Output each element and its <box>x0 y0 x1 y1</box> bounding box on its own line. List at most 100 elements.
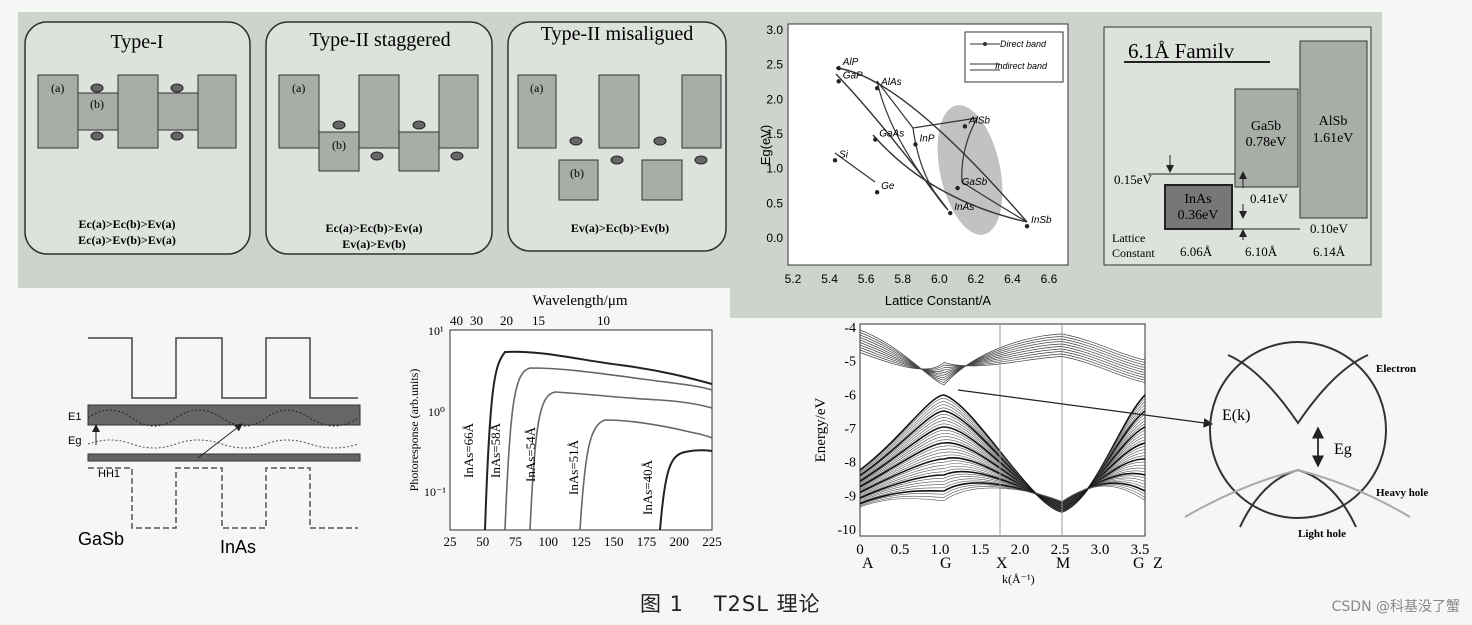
band-ytick: -6 <box>844 388 856 403</box>
type-i-diagram: Type-I (a) (b) Ec(a)>Ec(b)>Ev(a) Ec(a)>E… <box>24 21 251 255</box>
lattice-ytick: 1.0 <box>766 162 783 176</box>
photo-ytick-0: 10⁰ <box>428 405 445 419</box>
sl-hh1: HH1 <box>98 468 120 480</box>
valence-band-line <box>859 417 1146 511</box>
lattice-xtick: 6.0 <box>931 272 948 286</box>
type-ii-staggered-title: Type-II staggered <box>309 29 450 51</box>
material-point <box>955 185 960 191</box>
dispersion-diagram: E(k) Eg Electron Heavy hole Light hole <box>1184 341 1428 540</box>
material-point <box>948 210 953 216</box>
lattice-ytick: 2.5 <box>766 58 783 72</box>
lattice-xtick: 5.8 <box>894 272 911 286</box>
valence-band-line <box>859 404 1146 512</box>
curve-40: InAs=40Å <box>640 459 655 515</box>
valence-band-line <box>859 445 1146 508</box>
material-point <box>962 124 968 129</box>
valence-band-line <box>859 466 1146 505</box>
valence-band-line <box>859 401 1146 512</box>
lc-6-14: 6.14Å <box>1313 244 1346 259</box>
type-ii-s-eq2: Ev(a)>Ev(b) <box>342 237 406 251</box>
type-ii-s-label-a: (a) <box>292 81 305 95</box>
band-k-m: M <box>1056 555 1070 572</box>
material-label: InSb <box>1031 215 1052 226</box>
curve-58: InAs=58Å <box>488 422 503 478</box>
lattice-xtick: 5.6 <box>858 272 875 286</box>
photo-top-tick-20: 20 <box>500 313 513 328</box>
material-label: AlP <box>842 57 859 68</box>
band-k-g1: G <box>940 555 952 572</box>
type-i-title: Type-I <box>110 31 163 53</box>
lattice-ytick: 3.0 <box>766 23 783 37</box>
band-xtick: 1.0 <box>931 542 950 558</box>
inas-name: InAs <box>1184 192 1211 207</box>
material-point <box>874 86 880 91</box>
conduction-band-line <box>859 347 1146 378</box>
photo-xtick: 75 <box>509 534 522 549</box>
lattice-ytick: 2.0 <box>766 92 783 106</box>
photo-xtick: 150 <box>604 534 624 549</box>
band-ytick: -8 <box>844 456 856 471</box>
photo-xtick: 25 <box>444 534 457 549</box>
photoresponse-chart: Wavelength/μm 40 30 20 15 10 Photorespon… <box>407 293 722 549</box>
material-point <box>832 158 838 163</box>
material-point <box>913 142 918 147</box>
valence-band-line <box>859 413 1146 511</box>
material-label: GaP <box>843 70 863 81</box>
type-i-eq1: Ec(a)>Ec(b)>Ev(a) <box>79 217 176 231</box>
band-xtick: 0 <box>856 542 864 558</box>
lc-6-06: 6.06Å <box>1180 244 1213 259</box>
valence-band-line <box>859 484 1146 507</box>
band-xlabel: k(Å⁻¹) <box>1002 572 1035 586</box>
type-ii-m-eq1: Ev(a)>Ec(b)>Ev(b) <box>571 221 669 235</box>
material-label: InP <box>920 133 935 144</box>
sl-inas: InAs <box>220 537 256 557</box>
material-label: GaSb <box>962 177 988 188</box>
conduction-band-line <box>859 349 1146 381</box>
material-label: Si <box>839 149 849 160</box>
band-xtick: 1.5 <box>971 542 990 558</box>
lattice-xtick: 6.6 <box>1041 272 1058 286</box>
lattice-ytick: 0.5 <box>766 196 783 210</box>
band-ytick: -5 <box>844 355 856 370</box>
legend-direct: Direct band <box>1000 39 1047 49</box>
type-i-label-b: (b) <box>90 97 104 111</box>
band-ytick: -7 <box>844 422 856 437</box>
band-k-z: Z <box>1153 555 1163 572</box>
figure-caption: 图 1 T2SL 理论 <box>640 592 821 616</box>
gasb-name: Ga5b <box>1251 119 1281 134</box>
alsb-name: AlSb <box>1319 114 1348 129</box>
valence-band-line <box>859 429 1146 509</box>
lattice-xtick: 6.2 <box>968 272 985 286</box>
valence-band-line <box>859 470 1146 505</box>
valence-band-line <box>859 463 1146 506</box>
lattice-xlabel: Lattice Constant/A <box>885 293 992 308</box>
six-one-family-diagram: 6.1Å Familv AlSb 1.61eV Ga5b 0.78eV InAs… <box>1103 26 1372 266</box>
photo-ytick-1: 10¹ <box>428 324 444 338</box>
type-ii-s-label-b: (b) <box>332 138 346 152</box>
band-xtick: 2.5 <box>1051 542 1070 558</box>
band-k-a: A <box>862 555 874 572</box>
lattice-ytick: 1.5 <box>766 127 783 141</box>
valence-band-line <box>859 433 1146 509</box>
band-ytick: -4 <box>844 321 856 336</box>
valence-band-line <box>859 410 1146 512</box>
valence-band-line <box>859 448 1146 507</box>
photo-xtick: 50 <box>476 534 489 549</box>
valence-band-line <box>859 426 1146 510</box>
curve-66: InAs=66Å <box>461 422 476 478</box>
inas-eg: 0.36eV <box>1178 208 1219 223</box>
band-structure-chart: Energy/eV -4 -5 -6 -7 -8 -9 -10 0 0.5 1.0 1.5 2.0 2… <box>813 321 1214 586</box>
photo-xtick: 225 <box>702 534 722 549</box>
photo-top-tick-15: 15 <box>532 313 545 328</box>
sl-eg: Eg <box>68 435 81 447</box>
photo-xtick: 200 <box>670 534 690 549</box>
photo-xtick: 100 <box>539 534 559 549</box>
sl-e1: E1 <box>68 411 81 423</box>
band-xtick: 3.5 <box>1131 542 1150 558</box>
band-ytick: -10 <box>837 523 856 538</box>
band-xtick: 0.5 <box>891 542 910 558</box>
material-point <box>1024 224 1030 229</box>
type-ii-m-label-a: (a) <box>530 81 543 95</box>
photo-ylabel: Photoresponse (arb.units) <box>407 369 421 492</box>
